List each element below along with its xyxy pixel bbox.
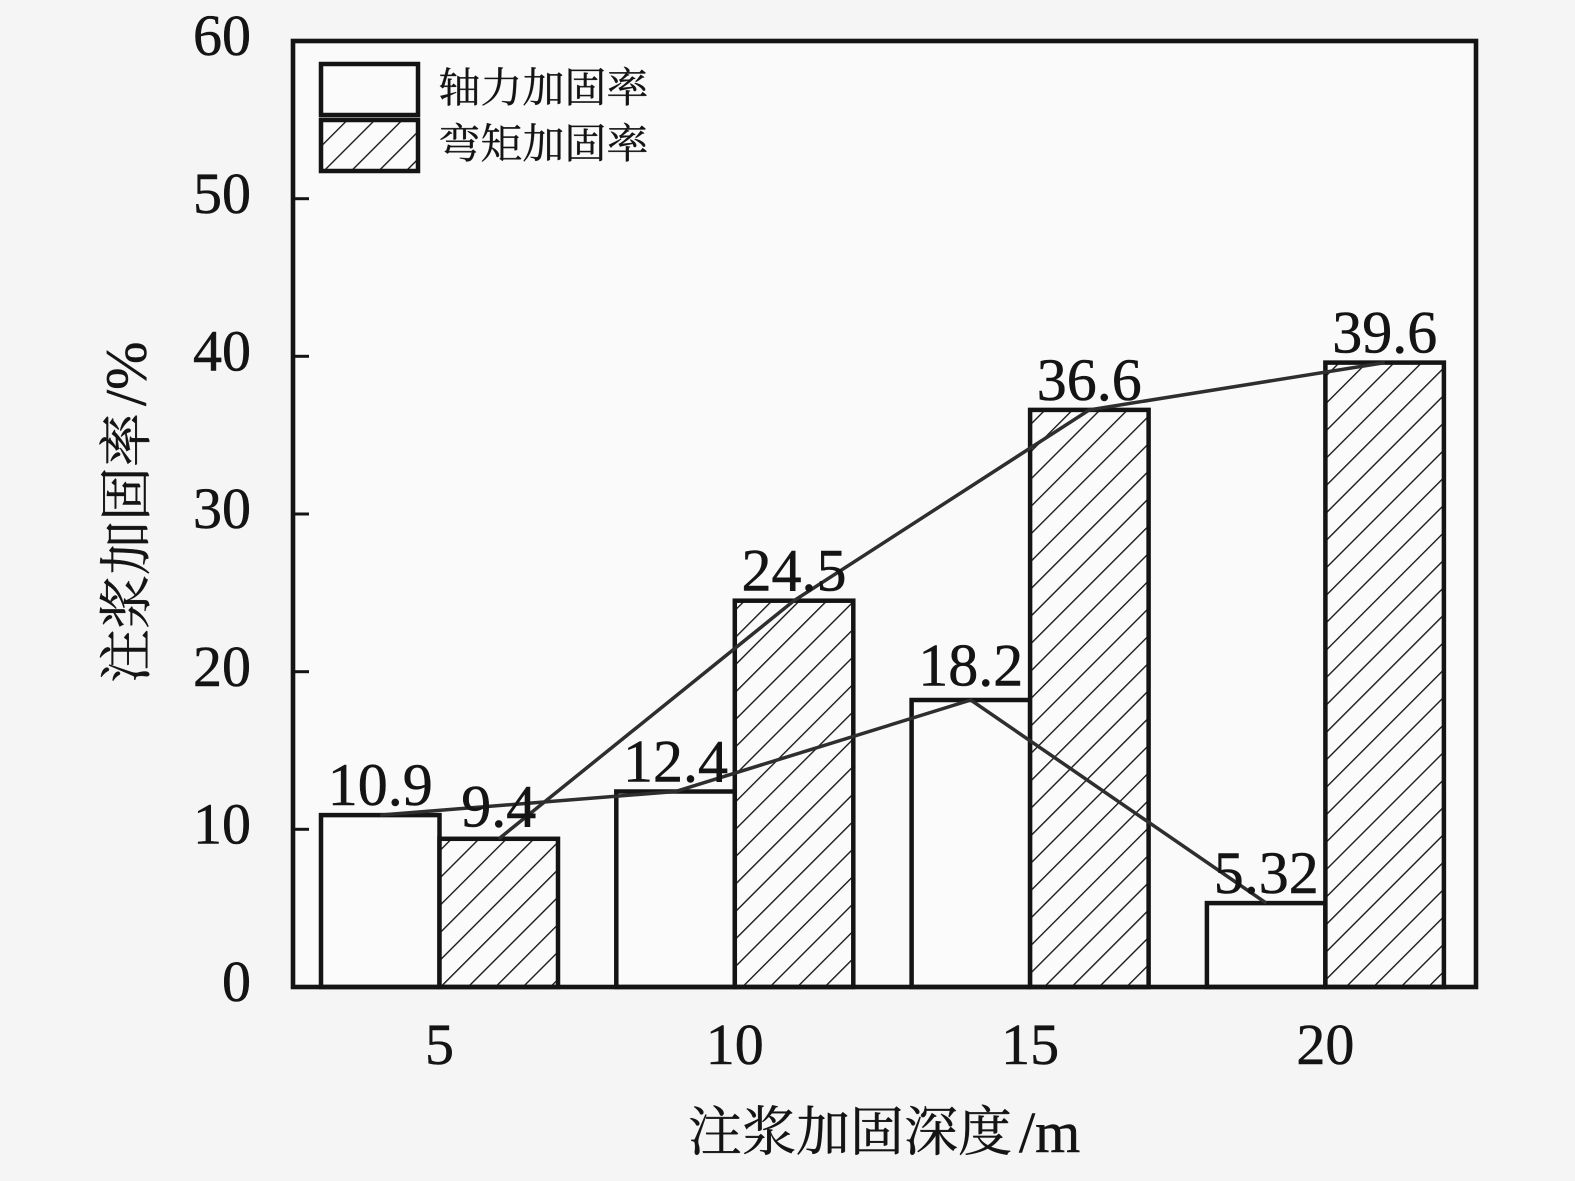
svg-text:36.6: 36.6: [1037, 347, 1142, 413]
svg-text:0: 0: [222, 949, 251, 1014]
svg-text:20: 20: [1296, 1012, 1354, 1077]
svg-text:10: 10: [193, 792, 251, 857]
svg-text:9.4: 9.4: [461, 773, 536, 839]
svg-text:30: 30: [193, 476, 251, 541]
svg-text:12.4: 12.4: [623, 729, 728, 795]
svg-text:18.2: 18.2: [918, 633, 1023, 699]
svg-text:20: 20: [193, 634, 251, 699]
svg-text:24.5: 24.5: [742, 538, 847, 604]
svg-text:5: 5: [425, 1012, 454, 1077]
svg-text:60: 60: [193, 3, 251, 68]
svg-text:15: 15: [1001, 1012, 1059, 1077]
svg-text:5.32: 5.32: [1214, 840, 1319, 906]
svg-text:/m: /m: [1019, 1100, 1080, 1165]
svg-text:/%: /%: [94, 342, 159, 406]
svg-text:39.6: 39.6: [1332, 300, 1437, 366]
svg-text:50: 50: [193, 161, 251, 226]
svg-text:10.9: 10.9: [328, 752, 433, 818]
svg-text:40: 40: [193, 319, 251, 384]
svg-text:10: 10: [706, 1012, 764, 1077]
